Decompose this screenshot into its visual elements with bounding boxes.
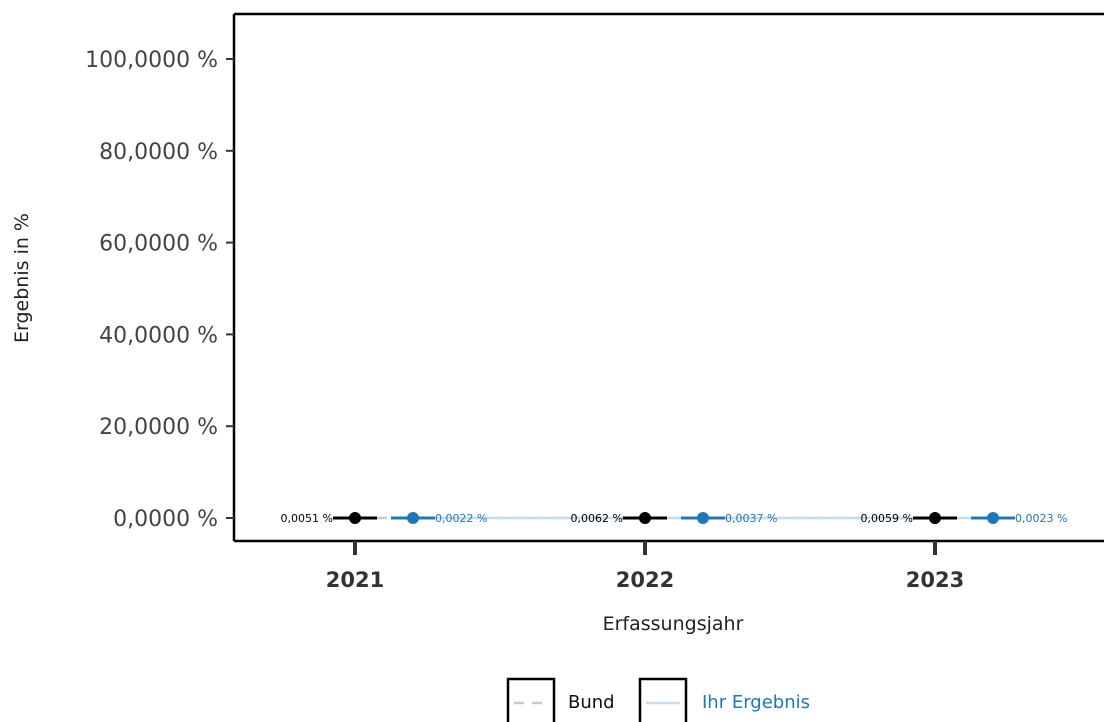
axes: 0,0000 % 20,0000 % 40,0000 % 60,0000 % 80,00… bbox=[85, 12, 1104, 592]
y-tick-label: 0,0000 % bbox=[113, 507, 218, 532]
legend: Bund Ihr Ergebnis bbox=[506, 677, 810, 722]
y-tick-label: 60,0000 % bbox=[99, 232, 218, 257]
data-point bbox=[639, 511, 651, 524]
data-point bbox=[697, 511, 709, 524]
data-label: 0,0062 % bbox=[571, 512, 623, 525]
data-label: 0,0059 % bbox=[861, 512, 913, 525]
legend-key-1 bbox=[638, 677, 688, 722]
y-tick-label: 20,0000 % bbox=[99, 415, 218, 440]
data-label: 0,0022 % bbox=[435, 512, 487, 525]
data-point bbox=[987, 511, 999, 524]
legend-label: Ihr Ergebnis bbox=[702, 692, 810, 713]
y-tick-label: 100,0000 % bbox=[85, 48, 218, 73]
legend-key-0 bbox=[506, 677, 556, 722]
x-axis-title: Erfassungsjahr bbox=[603, 613, 744, 635]
y-axis-title: Ergebnis in % bbox=[11, 213, 33, 343]
x-tick-label: 2022 bbox=[616, 568, 674, 592]
legend-label: Bund bbox=[568, 692, 615, 713]
data-point bbox=[929, 511, 941, 524]
data-label: 0,0023 % bbox=[1015, 512, 1067, 525]
y-tick-label: 40,0000 % bbox=[99, 323, 218, 348]
data-point bbox=[407, 511, 419, 524]
data-label: 0,0037 % bbox=[725, 512, 777, 525]
series-marks: 0,0051 % 0,0062 % 0,0059 % 0,0022 % 0,0037 %… bbox=[281, 511, 1067, 525]
data-point bbox=[349, 511, 361, 524]
data-label: 0,0051 % bbox=[281, 512, 333, 525]
x-tick-label: 2023 bbox=[906, 568, 964, 592]
y-tick-label: 80,0000 % bbox=[99, 140, 218, 165]
x-tick-label: 2021 bbox=[326, 568, 384, 592]
